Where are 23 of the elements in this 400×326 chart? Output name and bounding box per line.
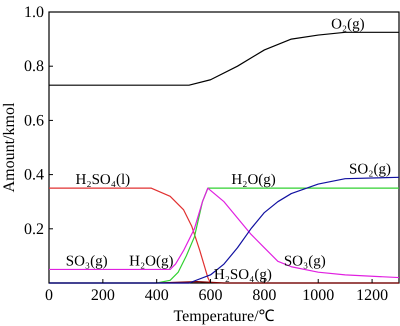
y-tick-label: 0.6 — [24, 112, 44, 130]
x-tick-label: 200 — [90, 287, 115, 304]
x-tick-label: 1000 — [302, 287, 334, 304]
x-tick-label: 800 — [252, 287, 276, 304]
line-series — [48, 188, 212, 284]
x-tick-label: 600 — [198, 287, 223, 304]
annotation: SO₂(g) — [349, 161, 391, 178]
annotation: SO₃(g) — [284, 253, 326, 270]
y-tick-label: 0.4 — [24, 166, 44, 184]
annotation: H₂O(g) — [129, 253, 174, 270]
y-tick-label: 0.8 — [24, 58, 44, 76]
annotation: H₂SO₄(g) — [214, 267, 272, 283]
x-axis-title: Temperature/℃ — [173, 308, 275, 325]
annotation: H₂O(g) — [231, 172, 276, 188]
x-tick-label: 400 — [144, 287, 169, 304]
y-axis-title: Amount/kmol — [1, 102, 18, 192]
x-tick-label: 0 — [45, 287, 53, 304]
x-tick-label: 1200 — [356, 287, 388, 304]
annotation: H₂SO₄(l) — [76, 172, 130, 188]
annotation: SO₃(g) — [66, 253, 108, 270]
annotation: O₂(g) — [331, 16, 365, 32]
y-tick-label: 1.0 — [24, 4, 44, 21]
y-tick-label: 0.2 — [24, 220, 44, 238]
